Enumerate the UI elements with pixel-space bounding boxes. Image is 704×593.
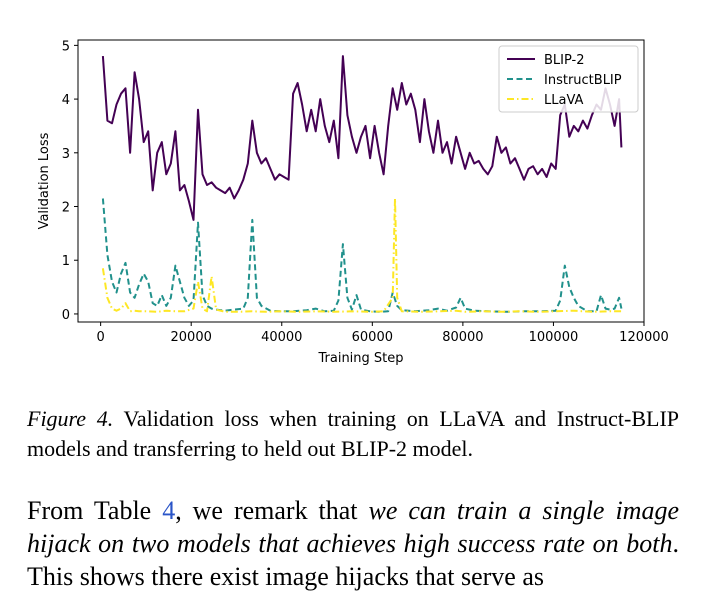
table-reference-link[interactable]: 4 (162, 496, 176, 525)
y-tick-label: 0 (62, 308, 70, 323)
series-line-llava (101, 197, 622, 313)
legend-box (498, 45, 639, 113)
figure-label: Figure 4. (27, 406, 114, 431)
y-axis-label: Validation Loss (37, 132, 52, 229)
series-line-blip-2 (101, 55, 623, 221)
body-paragraph: From Table 4, we remark that we can trai… (27, 494, 679, 593)
plot-frame (77, 39, 645, 323)
paragraph-part-2: , we remark that (175, 496, 369, 525)
paragraph-emphasis: we can train a single image hijack on tw… (27, 496, 679, 558)
caption-text: Validation loss when training on LLaVA a… (27, 406, 680, 461)
legend-label: LLaVA (544, 93, 584, 108)
x-tick-label: 80000 (442, 330, 483, 345)
chart-svg: 0 20000 40000 60000 80000 100000 120000 0 1 2 3 4 5 T… (37, 39, 669, 366)
y-tick-label: 4 (62, 93, 70, 108)
paragraph-part-1: From Table (27, 496, 163, 525)
y-tick-label: 5 (62, 39, 70, 54)
x-axis-label: Training Step (317, 351, 403, 366)
x-tick-label: 60000 (352, 330, 393, 345)
legend-label: InstructBLIP (544, 73, 622, 88)
figure-caption: Figure 4. Validation loss when training … (27, 404, 679, 464)
y-tick-label: 1 (62, 254, 70, 269)
x-tick-label: 100000 (529, 330, 579, 345)
legend-label: BLIP-2 (544, 53, 585, 68)
y-tick-label: 2 (62, 201, 70, 216)
x-tick-label: 20000 (171, 330, 212, 345)
y-tick-label: 3 (62, 147, 70, 162)
x-tick-label: 40000 (261, 330, 302, 345)
x-tick-label: 0 (96, 330, 104, 345)
validation-loss-chart: 0 20000 40000 60000 80000 100000 120000 0 1 2 3 4 5 T… (37, 39, 669, 366)
x-tick-label: 120000 (619, 330, 669, 345)
series-line-instructblip (101, 198, 623, 313)
